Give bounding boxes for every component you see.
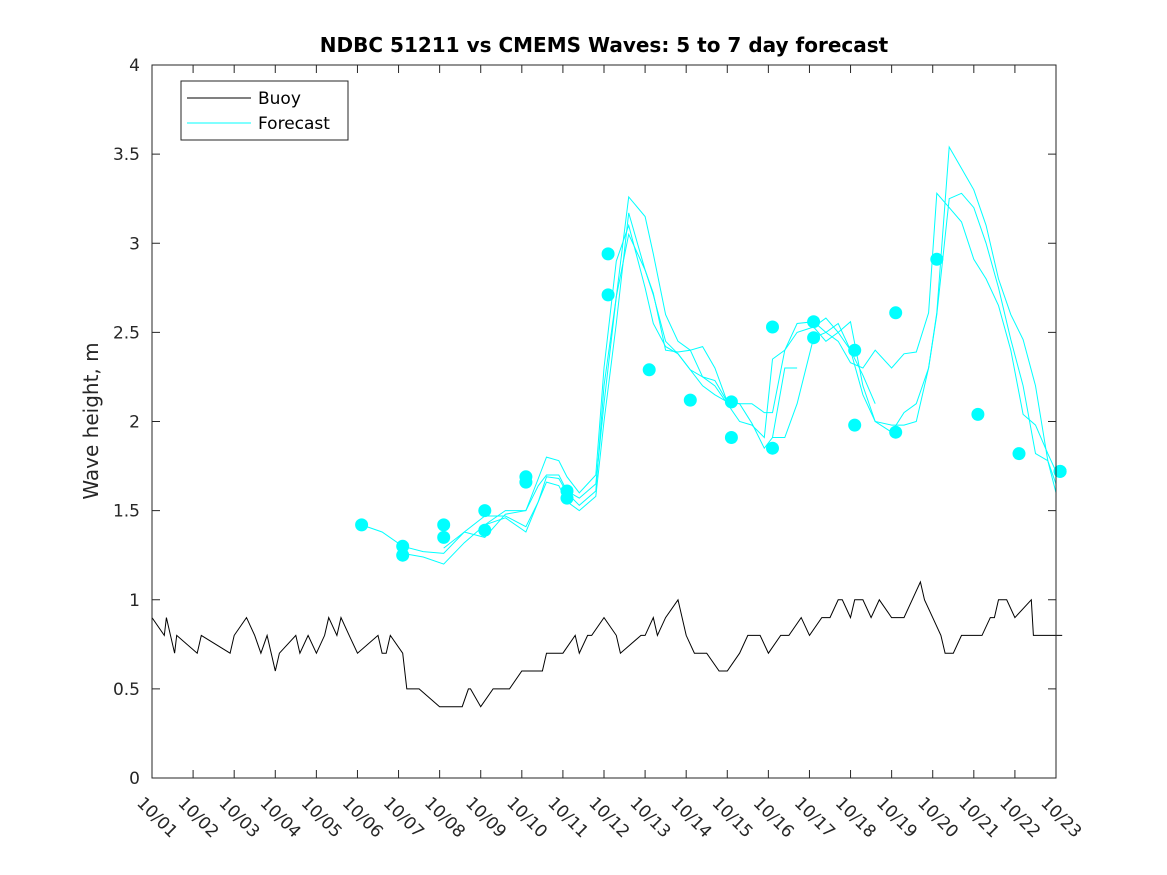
forecast-marker [889,306,903,320]
x-tick-label: 10/10 [502,793,551,842]
y-tick-label: 1.5 [113,502,140,522]
y-tick-label: 3 [129,234,140,254]
legend-buoy-label: Buoy [258,89,301,109]
forecast-marker [478,523,492,537]
series-line-forecast-3 [443,232,876,549]
forecast-marker [889,425,903,439]
x-tick-label: 10/21 [954,793,1003,842]
forecast-marker [396,539,410,553]
forecast-marker [519,475,533,489]
series-line-forecast-1 [361,195,728,554]
legend-box [180,80,349,141]
forecast-marker [396,548,410,562]
forecast-marker [1053,464,1067,478]
y-tick-label: 3.5 [113,145,140,165]
series-line-forecast-2 [402,212,798,565]
forecast-marker [601,247,615,261]
x-tick-label: 10/23 [1036,793,1085,842]
forecast-marker [848,343,862,357]
forecast-marker [766,441,779,455]
x-tick-label: 10/19 [872,793,921,842]
x-tick-label: 10/12 [584,793,633,842]
y-tick-label: 4 [129,56,140,76]
forecast-marker [930,252,944,266]
x-tick-label: 10/04 [256,793,305,842]
x-tick-label: 10/07 [379,793,428,842]
x-tick-label: 10/09 [461,793,510,842]
plot-area [151,145,1067,708]
x-tick-label: 10/16 [749,793,798,842]
x-tick-label: 10/06 [338,793,387,842]
forecast-marker [355,518,369,532]
forecast-marker [724,395,738,409]
x-tick-label: 10/11 [543,793,592,842]
forecast-marker [807,331,821,345]
y-axis-title: Wave height, m [79,342,103,499]
y-tick-label: 0.5 [113,680,140,700]
x-tick-label: 10/22 [995,793,1044,842]
forecast-marker [478,504,492,518]
x-tick-label: 10/20 [913,793,962,842]
x-tick-label: 10/14 [667,793,716,842]
forecast-marker [642,363,656,377]
series-line-forecast-5 [772,145,1057,493]
series-line-buoy [151,580,1063,708]
forecast-marker [766,320,779,334]
forecast-marker [971,407,985,421]
forecast-marker [807,315,821,329]
x-tick-label: 10/18 [831,793,880,842]
x-tick-label: 10/03 [215,793,264,842]
y-tick-label: 1 [129,591,140,611]
y-tick-label: 2 [129,413,140,433]
series-line-forecast-4 [484,192,1057,526]
y-tick-label: 2.5 [113,323,140,343]
x-tick-label: 10/08 [420,793,469,842]
x-tick-label: 10/05 [297,793,346,842]
x-tick-label: 10/02 [174,793,223,842]
legend-forecast-label: Forecast [258,114,330,134]
forecast-marker [1012,447,1026,461]
forecast-marker [848,418,862,432]
forecast-marker [437,530,451,544]
forecast-marker [724,431,738,444]
forecast-marker [437,518,451,532]
legend: Buoy Forecast [180,80,349,141]
x-tick-label: 10/01 [132,793,181,842]
x-tick-label: 10/15 [708,793,757,842]
forecast-marker [683,393,697,407]
forecast-marker [560,491,574,505]
x-tick-label: 10/13 [626,793,675,842]
chart-title: NDBC 51211 vs CMEMS Waves: 5 to 7 day fo… [320,33,889,57]
y-tick-label: 0 [129,769,140,789]
series-line-forecast-6 [813,192,1057,485]
x-tick-label: 10/17 [790,793,839,842]
forecast-marker [601,288,615,302]
